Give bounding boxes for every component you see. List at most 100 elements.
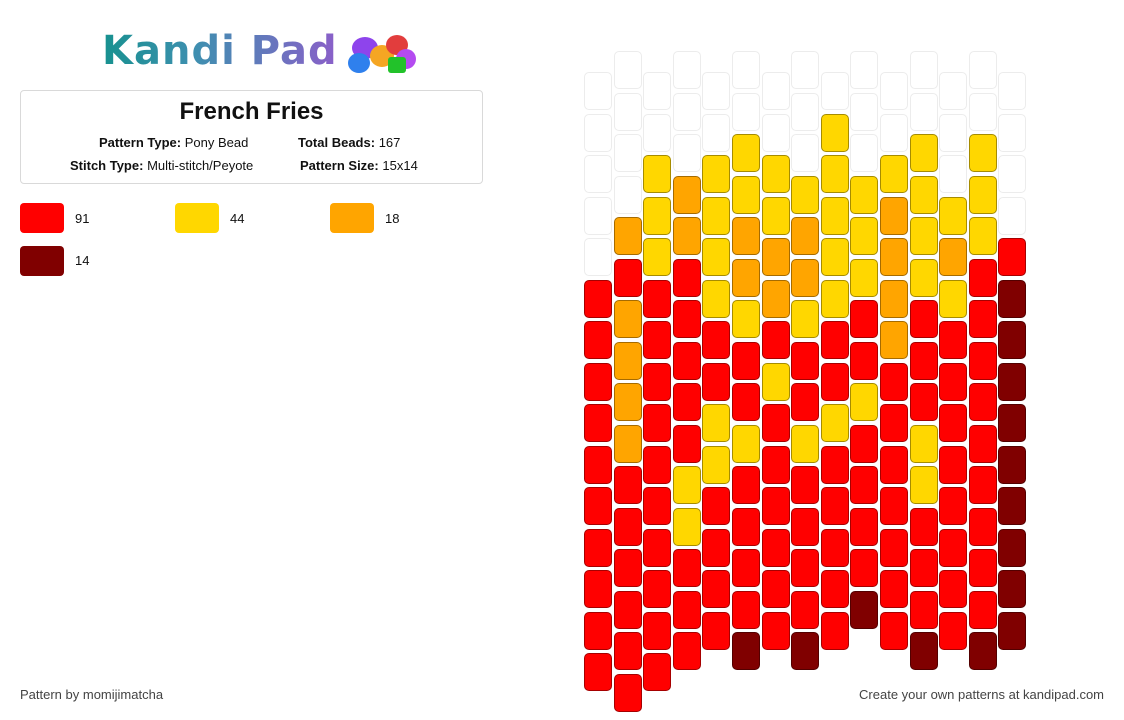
bead <box>939 487 968 525</box>
count-yellow: 44 <box>230 211 245 226</box>
bead <box>702 113 731 152</box>
bead <box>939 404 968 442</box>
bead <box>791 341 820 380</box>
bead <box>643 279 672 318</box>
bead <box>939 279 968 318</box>
bead <box>820 279 849 318</box>
bead <box>998 196 1027 235</box>
footer-link[interactable]: Create your own patterns at kandipad.com <box>859 687 1104 702</box>
bead <box>850 175 879 214</box>
bead <box>850 507 879 546</box>
bead <box>613 383 642 421</box>
bead <box>880 113 908 152</box>
bead <box>791 258 820 297</box>
bead <box>998 528 1027 567</box>
bead <box>672 632 701 670</box>
bead <box>998 238 1027 276</box>
bead <box>702 570 731 608</box>
swatch-yellow <box>175 203 219 233</box>
bead <box>820 528 849 567</box>
bead <box>939 445 968 484</box>
bead <box>613 341 642 380</box>
bead <box>672 341 701 380</box>
bead <box>850 134 879 172</box>
swatch-orange <box>330 203 374 233</box>
bead <box>968 590 997 629</box>
bead <box>613 673 642 712</box>
bead <box>761 570 790 608</box>
bead <box>998 321 1027 359</box>
bead <box>643 321 672 359</box>
bead <box>643 653 672 691</box>
bead <box>909 590 938 629</box>
bead <box>702 404 731 442</box>
bead <box>909 549 938 587</box>
bead <box>998 72 1027 110</box>
bead <box>850 590 879 629</box>
bead <box>880 611 908 650</box>
bead <box>909 383 938 421</box>
bead <box>613 134 642 172</box>
bead <box>939 570 968 608</box>
bead <box>584 155 612 193</box>
pattern-size-value: 15x14 <box>382 158 418 173</box>
bead <box>702 487 731 525</box>
bead <box>968 466 997 504</box>
bead <box>909 466 938 504</box>
bead <box>939 196 968 235</box>
bead <box>850 92 879 131</box>
bead <box>820 238 849 276</box>
bead <box>702 321 731 359</box>
bead <box>732 466 760 504</box>
kandi-pad-logo[interactable]: Kandi Pad <box>102 26 420 76</box>
bead <box>939 72 968 110</box>
bead <box>968 92 997 131</box>
bead <box>613 424 642 463</box>
bead <box>584 611 612 650</box>
bead <box>939 528 968 567</box>
bead <box>791 92 820 131</box>
bead <box>732 300 760 338</box>
bead <box>968 51 997 89</box>
bead <box>791 466 820 504</box>
bead <box>820 362 849 401</box>
bead <box>820 72 849 110</box>
bead <box>968 424 997 463</box>
bead <box>613 632 642 670</box>
bead <box>613 590 642 629</box>
bead <box>939 611 968 650</box>
bead <box>584 362 612 401</box>
bead <box>968 258 997 297</box>
bead <box>732 590 760 629</box>
bead <box>968 507 997 546</box>
bead <box>998 404 1027 442</box>
bead <box>672 507 701 546</box>
bead <box>702 72 731 110</box>
bead <box>672 300 701 338</box>
bead <box>643 570 672 608</box>
bead <box>820 404 849 442</box>
pattern-type-label: Pattern Type: <box>99 135 182 150</box>
bead <box>584 113 612 152</box>
bead <box>939 113 968 152</box>
bead <box>613 549 642 587</box>
bead <box>761 611 790 650</box>
count-red: 91 <box>75 211 90 226</box>
bead <box>998 570 1027 608</box>
bead <box>702 362 731 401</box>
bead <box>761 72 790 110</box>
bead <box>850 258 879 297</box>
bead <box>584 445 612 484</box>
bead <box>761 279 790 318</box>
bead <box>820 570 849 608</box>
bead <box>732 632 760 670</box>
bead <box>761 196 790 235</box>
bead <box>643 155 672 193</box>
bead <box>820 155 849 193</box>
bead <box>584 528 612 567</box>
bead <box>909 507 938 546</box>
bead <box>613 466 642 504</box>
bead <box>850 424 879 463</box>
bead <box>584 321 612 359</box>
bead <box>732 217 760 255</box>
